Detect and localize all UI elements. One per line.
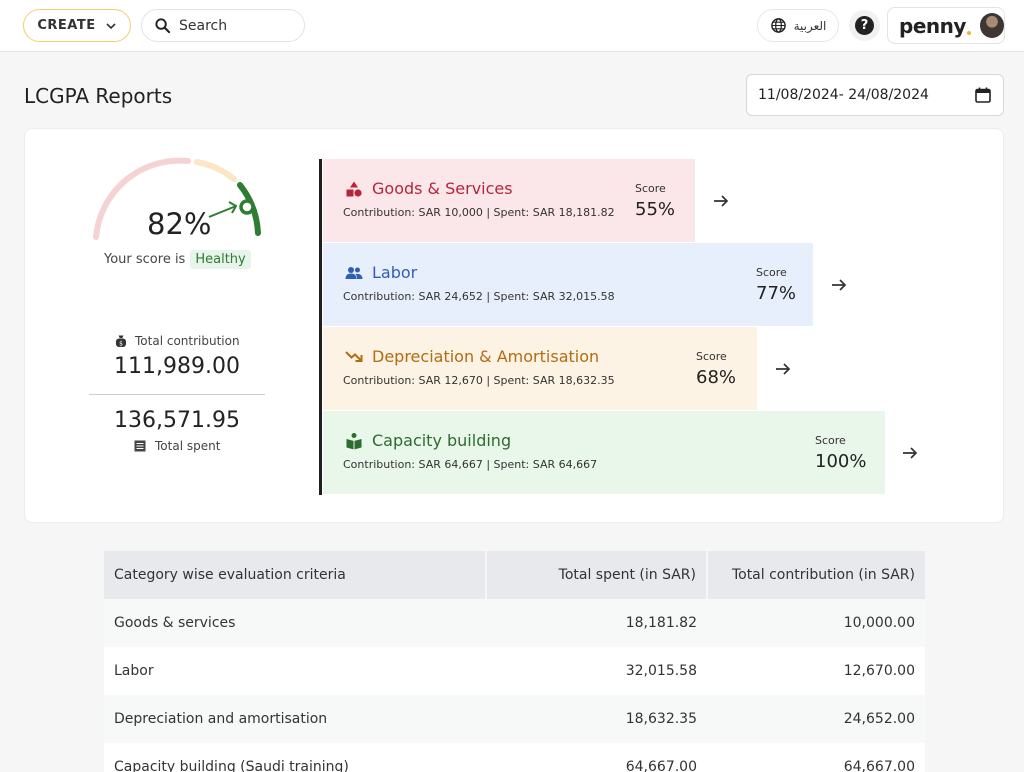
- score-status: Your score is Healthy: [104, 250, 251, 269]
- table-cell: Labor: [104, 647, 486, 695]
- language-switch-button[interactable]: العربية: [757, 9, 839, 42]
- language-label: العربية: [793, 18, 827, 33]
- page-title: LCGPA Reports: [24, 84, 173, 108]
- category-score: 55%: [635, 199, 676, 220]
- table-cell: 64,667.00: [486, 743, 707, 772]
- penny-logo: penny: [899, 14, 971, 38]
- table-row: Labor 32,015.58 12,670.00: [104, 647, 925, 695]
- top-bar: CREATE العربية ? penny: [0, 0, 1024, 52]
- money-bag-icon: $: [116, 335, 126, 347]
- categories-axis-line: [319, 159, 322, 495]
- help-icon: ?: [855, 16, 874, 35]
- gauge-pointer-arrow: [208, 201, 238, 218]
- column-header-total-spent: Total spent (in SAR): [486, 551, 708, 599]
- date-range-picker[interactable]: 11/08/2024- 24/08/2024: [746, 74, 1004, 116]
- calendar-icon[interactable]: [974, 86, 992, 104]
- help-button[interactable]: ?: [849, 10, 880, 41]
- avatar[interactable]: [979, 13, 1004, 38]
- date-range-value: 11/08/2024- 24/08/2024: [758, 87, 929, 103]
- category-capacity-building[interactable]: Capacity building Contribution: SAR 64,6…: [323, 411, 885, 494]
- total-contribution-value: 111,989.00: [114, 354, 240, 379]
- evaluation-criteria-table: Category wise evaluation criteria Total …: [104, 551, 925, 772]
- totals-divider: [89, 394, 265, 395]
- create-button[interactable]: CREATE: [23, 9, 131, 42]
- score-label: Score: [756, 266, 787, 279]
- people-icon: [345, 266, 363, 279]
- category-goods-services[interactable]: Goods & Services Contribution: SAR 10,00…: [323, 159, 695, 242]
- search-box[interactable]: [141, 9, 305, 42]
- category-name: Depreciation & Amortisation: [372, 347, 600, 366]
- category-name: Goods & Services: [372, 179, 513, 198]
- category-detail: Contribution: SAR 64,667 | Spent: SAR 64…: [343, 458, 598, 471]
- gauge-marker: [239, 199, 255, 215]
- category-name: Labor: [372, 263, 418, 282]
- gauge-segment-mid: [194, 159, 237, 182]
- arrow-right-icon[interactable]: [901, 444, 919, 462]
- score-label: Score: [696, 350, 727, 363]
- arrow-right-icon[interactable]: [712, 192, 730, 210]
- column-header-category: Category wise evaluation criteria: [104, 551, 487, 599]
- table-row: Goods & services 18,181.82 10,000.00: [104, 599, 925, 647]
- search-icon: [155, 18, 171, 34]
- category-score: 77%: [756, 283, 797, 304]
- globe-icon: [770, 18, 786, 33]
- status-badge: Healthy: [190, 250, 251, 269]
- category-labor[interactable]: Labor Contribution: SAR 24,652 | Spent: …: [323, 243, 813, 326]
- score-percent: 82%: [147, 207, 212, 241]
- arrow-right-icon[interactable]: [774, 360, 792, 378]
- table-cell: Depreciation and amortisation: [104, 695, 486, 743]
- table-cell: Goods & services: [104, 599, 486, 647]
- arrow-right-icon[interactable]: [830, 276, 848, 294]
- table-cell: 12,670.00: [707, 647, 925, 695]
- table-row: Depreciation and amortisation 18,632.35 …: [104, 695, 925, 743]
- category-score: 68%: [696, 367, 737, 388]
- category-depreciation-amortisation[interactable]: Depreciation & Amortisation Contribution…: [323, 327, 757, 410]
- category-score: 100%: [815, 451, 867, 472]
- table-cell: 10,000.00: [707, 599, 925, 647]
- chevron-down-icon: [106, 22, 116, 29]
- table-row: Capacity building (Saudi training) 64,66…: [104, 743, 925, 772]
- receipt-icon: [134, 440, 146, 452]
- category-detail: Contribution: SAR 24,652 | Spent: SAR 32…: [343, 290, 615, 303]
- svg-text:$: $: [119, 340, 123, 347]
- table-cell: 18,632.35: [486, 695, 707, 743]
- score-status-prefix: Your score is: [104, 252, 186, 267]
- total-spent-label: Total spent: [133, 439, 220, 453]
- gauge-segment-low: [93, 157, 191, 240]
- total-spent-value: 136,571.95: [114, 408, 240, 433]
- score-label: Score: [815, 434, 846, 447]
- score-gauge: [93, 157, 261, 240]
- create-button-label: CREATE: [37, 18, 96, 33]
- category-name: Capacity building: [372, 431, 512, 450]
- table-header-row: Category wise evaluation criteria Total …: [104, 551, 925, 599]
- category-detail: Contribution: SAR 10,000 | Spent: SAR 18…: [343, 206, 615, 219]
- shapes-icon: [346, 181, 362, 197]
- table-cell: 32,015.58: [486, 647, 707, 695]
- table-cell: 64,667.00: [707, 743, 925, 772]
- column-header-total-contribution: Total contribution (in SAR): [707, 551, 925, 599]
- trend-down-icon: [345, 350, 363, 362]
- search-input[interactable]: [179, 17, 294, 34]
- table-cell: 24,652.00: [707, 695, 925, 743]
- profile-menu[interactable]: penny: [887, 7, 1005, 44]
- total-contribution-label: $ Total contribution: [114, 334, 240, 348]
- book-icon: [346, 432, 362, 449]
- score-label: Score: [635, 182, 666, 195]
- table-cell: Capacity building (Saudi training): [104, 743, 486, 772]
- category-detail: Contribution: SAR 12,670 | Spent: SAR 18…: [343, 374, 615, 387]
- table-cell: 18,181.82: [486, 599, 707, 647]
